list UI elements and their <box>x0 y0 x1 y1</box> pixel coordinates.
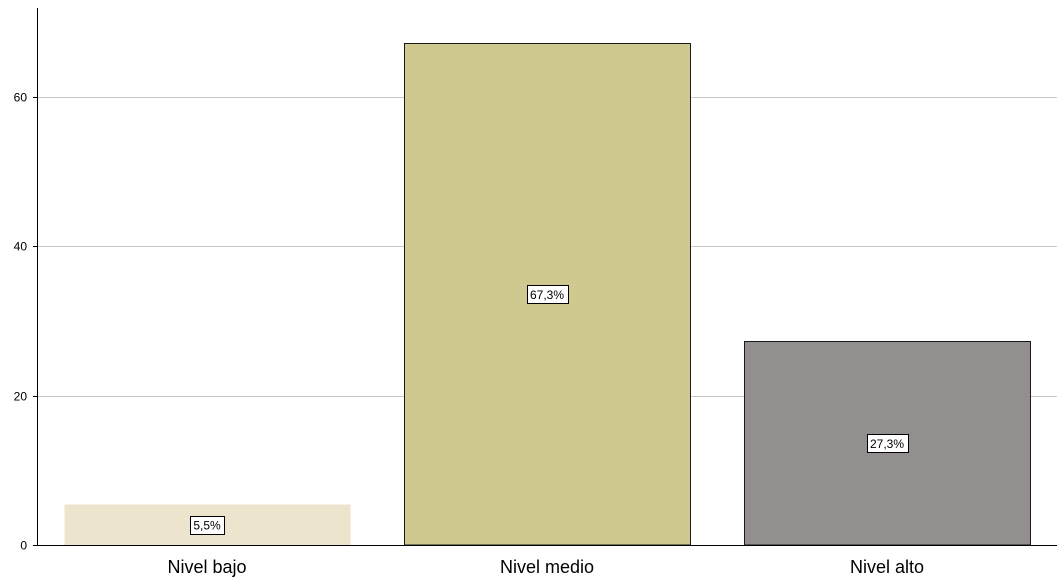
bars <box>64 43 1031 546</box>
y-tick-label: 60 <box>14 91 28 105</box>
x-category-label: Nivel bajo <box>167 557 246 577</box>
data-label: 5,5% <box>193 518 221 532</box>
y-axis-ticks: 0 20 40 60 <box>14 91 37 553</box>
y-tick-label: 0 <box>20 539 27 553</box>
data-label: 27,3% <box>870 437 904 451</box>
x-axis-labels: Nivel bajo Nivel medio Nivel alto <box>167 557 924 577</box>
x-category-label: Nivel medio <box>500 557 594 577</box>
y-tick-label: 20 <box>14 390 28 404</box>
data-label-box <box>190 516 225 535</box>
y-tick-label: 40 <box>14 240 28 254</box>
data-labels: 5,5% 67,3% 27,3% <box>190 285 909 535</box>
data-label-box <box>867 434 909 453</box>
data-label-box <box>527 285 569 304</box>
x-category-label: Nivel alto <box>850 557 924 577</box>
data-label: 67,3% <box>530 288 564 302</box>
